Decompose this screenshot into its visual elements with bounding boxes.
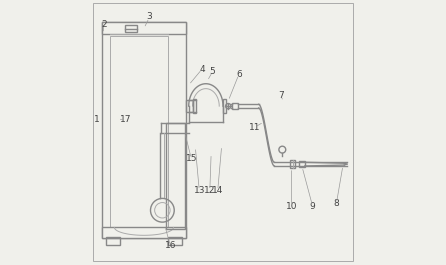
Bar [102, 22, 186, 238]
Text: 8: 8 [334, 199, 339, 208]
Text: 13: 13 [194, 186, 205, 195]
Bar [290, 160, 295, 168]
Bar [193, 99, 196, 113]
Bar [125, 25, 137, 32]
Text: 5: 5 [210, 67, 215, 76]
Text: 1: 1 [94, 115, 100, 124]
Text: 7: 7 [278, 91, 284, 100]
Text: 17: 17 [120, 115, 131, 124]
Text: 14: 14 [212, 186, 223, 195]
Text: 4: 4 [199, 65, 205, 74]
Bar [168, 237, 182, 245]
Bar [232, 103, 238, 109]
Bar [223, 99, 226, 113]
Text: 9: 9 [310, 202, 315, 211]
Text: 15: 15 [186, 154, 197, 163]
Bar [102, 22, 186, 34]
Bar [299, 161, 305, 167]
Text: 16: 16 [165, 241, 176, 250]
Bar [102, 227, 186, 238]
Text: 3: 3 [146, 12, 152, 21]
Text: 10: 10 [286, 202, 297, 211]
Text: 2: 2 [101, 20, 107, 29]
Text: 11: 11 [249, 123, 260, 132]
Bar [110, 36, 168, 229]
Bar [186, 100, 193, 112]
Text: 12: 12 [204, 186, 215, 195]
Bar [166, 123, 185, 229]
Text: 6: 6 [236, 70, 242, 79]
Bar [106, 237, 120, 245]
